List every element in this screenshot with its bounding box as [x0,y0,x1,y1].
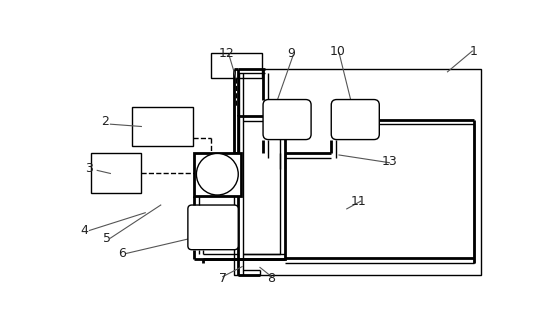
Text: 6: 6 [118,247,126,260]
Text: 3: 3 [86,162,93,175]
Bar [243,121,280,254]
Text: 12: 12 [219,47,235,60]
FancyBboxPatch shape [331,100,379,139]
Text: 5: 5 [102,232,111,245]
Text: 1: 1 [470,44,478,58]
Bar [211,53,261,78]
Text: 8: 8 [268,272,275,285]
Text: 4: 4 [81,224,89,237]
Bar [238,116,285,259]
Text: 2: 2 [101,115,109,128]
FancyBboxPatch shape [188,205,238,250]
Text: 9: 9 [287,47,295,60]
Text: 7: 7 [219,272,227,285]
Circle shape [196,153,238,195]
Bar [132,107,192,146]
Bar [234,69,481,275]
Text: 13: 13 [382,155,397,168]
Bar [91,153,141,193]
Bar [194,153,241,196]
Text: 10: 10 [330,44,345,58]
Text: 11: 11 [351,195,366,208]
FancyBboxPatch shape [263,100,311,139]
